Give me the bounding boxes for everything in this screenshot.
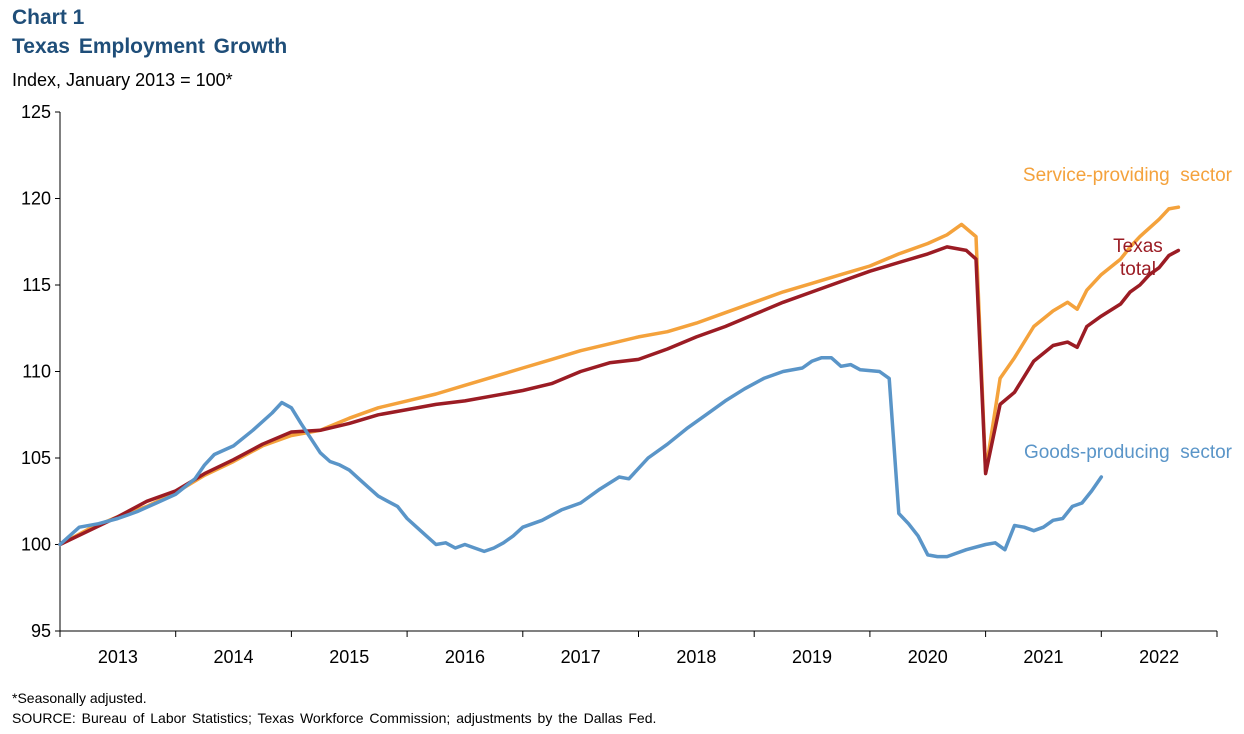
x-tick-label: 2013 [98, 647, 138, 667]
y-axis-caption: Index, January 2013 = 100* [12, 70, 233, 90]
y-tick-label: 110 [22, 362, 51, 382]
x-tick-label: 2016 [445, 647, 485, 667]
y-tick-label: 105 [21, 448, 51, 468]
line-chart: 95 100 105 110 115 120 125 2013 2014 2015 2016 2017… [21, 102, 1233, 667]
source-note: SOURCE: Bureau of Labor Statistics; Texa… [12, 710, 657, 726]
x-tick-label: 2021 [1023, 647, 1063, 667]
y-tick-label: 95 [31, 621, 51, 641]
chart-number: Chart 1 [12, 6, 85, 29]
x-tick-label: 2020 [908, 647, 948, 667]
x-tick-label: 2014 [214, 647, 254, 667]
series-label: total [1120, 259, 1156, 280]
series-label: Goods-producing sector [1024, 442, 1233, 463]
x-tick-label: 2022 [1139, 647, 1179, 667]
footnote: *Seasonally adjusted. [12, 690, 147, 706]
y-tick-label: 125 [21, 102, 51, 122]
chart-title: Texas Employment Growth [12, 35, 288, 58]
x-tick-label: 2017 [561, 647, 601, 667]
series-line-service-providing-sector [58, 205, 1181, 547]
series-line-texas-total [58, 245, 1181, 547]
series-line-goods-producing-sector [58, 355, 1104, 559]
y-tick-label: 100 [21, 535, 51, 555]
x-tick-label: 2018 [676, 647, 716, 667]
x-tick-label: 2015 [329, 647, 369, 667]
y-tick-label: 115 [22, 275, 51, 295]
series-label: Service-providing sector [1023, 165, 1233, 186]
x-tick-label: 2019 [792, 647, 832, 667]
series-label: Texas [1113, 236, 1163, 257]
y-tick-label: 120 [21, 189, 51, 209]
